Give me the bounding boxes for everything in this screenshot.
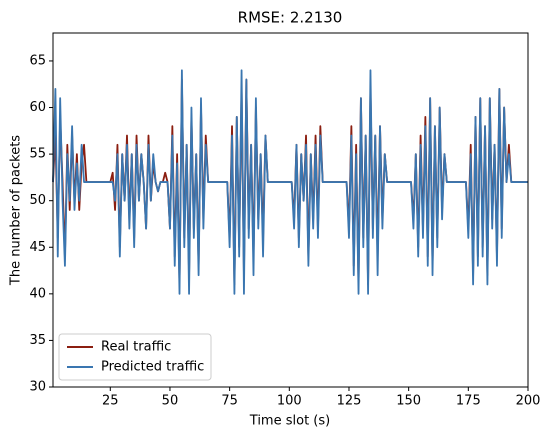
x-tick-label: 150 [396, 394, 421, 409]
y-tick-label: 50 [29, 193, 46, 208]
y-tick-label: 45 [29, 240, 46, 255]
y-tick-label: 60 [29, 100, 46, 115]
x-tick-label: 75 [221, 394, 238, 409]
x-tick-label: 175 [456, 394, 481, 409]
legend-label: Predicted traffic [101, 360, 204, 375]
x-axis-label: Time slot (s) [249, 414, 330, 429]
chart-title: RMSE: 2.2130 [238, 9, 343, 27]
x-tick-label: 100 [277, 394, 302, 409]
x-tick-label: 200 [516, 394, 541, 409]
x-tick-label: 125 [337, 394, 362, 409]
x-tick-label: 50 [162, 394, 179, 409]
plot-frame [52, 32, 529, 388]
y-axis-label: The number of packets [9, 135, 24, 286]
x-tick-label: 25 [102, 394, 119, 409]
y-tick-label: 65 [29, 53, 46, 68]
y-tick-label: 55 [29, 147, 46, 162]
y-tick-label: 40 [29, 286, 46, 301]
y-tick-label: 30 [29, 380, 46, 395]
legend-label: Real traffic [101, 340, 171, 355]
y-tick-label: 35 [29, 333, 46, 348]
series-line [52, 69, 528, 295]
legend-box [58, 333, 212, 381]
